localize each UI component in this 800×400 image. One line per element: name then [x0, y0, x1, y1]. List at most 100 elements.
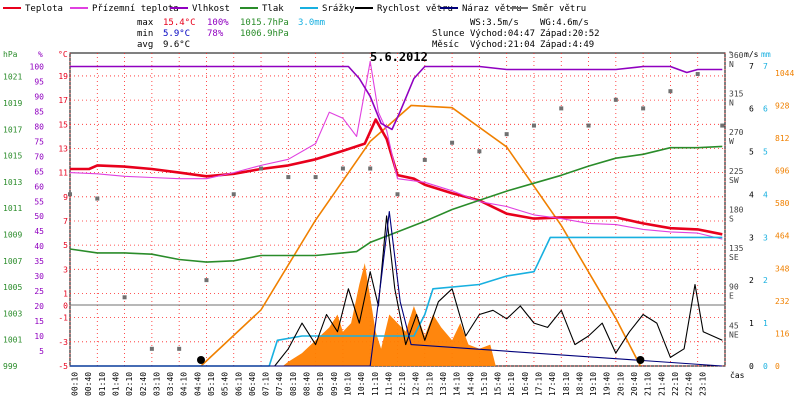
tick-x-21: 10:40 [357, 372, 366, 396]
tick-wm2-3: 348 [775, 264, 790, 273]
tick-dir-7: S [729, 214, 734, 223]
legend-label-4: Srážky [322, 4, 355, 14]
tick-ms-4: 4 [749, 190, 754, 199]
tick-pct-17: 85 [34, 107, 44, 116]
tick-x-42: 21:10 [644, 372, 653, 396]
series-line-5 [70, 215, 723, 367]
series-line-1 [69, 60, 723, 240]
tick-x-34: 17:10 [535, 372, 544, 396]
legend: Teplota Přízemní teplota Vlhkost Tlak Srážky… [3, 4, 586, 14]
tick-ms-7: 7 [749, 62, 754, 71]
tick-dir-6: 180 [729, 205, 744, 214]
tick-x-9: 04:40 [193, 372, 202, 396]
tick-pct-1: 5 [39, 347, 44, 356]
tick-pct-18: 90 [34, 92, 44, 101]
tick-ms-1: 1 [749, 319, 754, 328]
stats-block: max 15.4°C 100% 1015.7hPa 3.0mm min 5.9°… [137, 18, 325, 50]
tick-hpa-8: 1015 [3, 152, 22, 161]
rain-bars-area [282, 263, 496, 366]
tick-dir-3: E [729, 292, 734, 301]
tick-wm2-7: 812 [775, 134, 790, 143]
moon-set: Západ:4:49 [540, 40, 594, 50]
tick-degc-13: 19 [58, 72, 68, 81]
wind-gust-info: WG:4.6m/s [540, 18, 589, 28]
tick-x-44: 22:10 [671, 372, 680, 396]
sun-label: Slunce [432, 29, 465, 39]
tick-x-18: 09:10 [316, 372, 325, 396]
tick-hpa-10: 1019 [3, 99, 22, 108]
tick-x-2: 01:10 [98, 372, 107, 396]
tick-degc-3: 0 [63, 302, 68, 311]
tick-hpa-5: 1009 [3, 230, 22, 239]
solar-line [200, 104, 642, 367]
tick-dir-4: 135 [729, 244, 744, 253]
stats-avg-label: avg [137, 40, 153, 50]
tick-x-27: 13:40 [439, 372, 448, 396]
axis-unit-hpa: hPa [3, 50, 18, 59]
tick-x-16: 08:10 [289, 372, 298, 396]
sunrise-marker [197, 356, 205, 364]
tick-hpa-1: 1001 [3, 336, 22, 345]
stats-avg-temp: 9.6°C [163, 40, 190, 50]
tick-hpa-3: 1005 [3, 283, 22, 292]
tick-hpa-0: 999 [3, 362, 18, 371]
tick-x-29: 14:40 [466, 372, 475, 396]
wind-dir-point-11 [368, 166, 373, 171]
tick-x-30: 15:10 [480, 372, 489, 396]
tick-hpa-7: 1013 [3, 178, 22, 187]
tick-dir-8: 225 [729, 167, 744, 176]
tick-degc-1: -3 [58, 338, 68, 347]
tick-mm-5: 5 [763, 148, 768, 157]
tick-degc-12: 17 [58, 96, 68, 105]
tick-wm2-9: 1044 [775, 69, 794, 78]
tick-wm2-2: 232 [775, 297, 790, 306]
tick-pct-2: 10 [34, 332, 44, 341]
tick-x-15: 07:40 [275, 372, 284, 396]
tick-x-23: 11:40 [384, 372, 393, 396]
tick-x-43: 21:40 [657, 372, 666, 396]
tick-pct-4: 20 [34, 302, 44, 311]
wind-dir-point-4 [177, 346, 182, 351]
tick-degc-5: 3 [63, 265, 68, 274]
chart-marks [68, 60, 725, 367]
wind-dir-point-2 [122, 295, 127, 300]
tick-dir-13: N [729, 99, 734, 108]
tick-dir-9: SW [729, 176, 739, 185]
tick-x-17: 08:40 [303, 372, 312, 396]
tick-x-20: 10:10 [343, 372, 352, 396]
tick-hpa-4: 1007 [3, 257, 22, 266]
tick-pct-13: 65 [34, 167, 44, 176]
legend-label-3: Tlak [262, 4, 284, 14]
tick-dir-1: NE [729, 330, 739, 339]
series-line-4 [70, 236, 723, 367]
grid [69, 53, 726, 367]
series-line-6 [70, 211, 723, 367]
tick-degc-10: 13 [58, 144, 68, 153]
tick-degc-8: 9 [63, 193, 68, 202]
tick-dir-14: 360 [729, 51, 744, 60]
wind-dir-point-14 [450, 140, 455, 145]
tick-x-0: 00:10 [71, 372, 80, 396]
tick-degc-2: -1 [58, 314, 68, 323]
tick-x-36: 18:10 [562, 372, 571, 396]
tick-dir-11: W [729, 137, 734, 146]
wind-dir-point-18 [559, 106, 564, 111]
tick-x-22: 11:10 [371, 372, 380, 396]
sunset-marker [636, 356, 645, 364]
tick-x-38: 19:10 [589, 372, 598, 396]
tick-wm2-8: 928 [775, 101, 790, 110]
sun-rise: Východ:04:47 [470, 29, 535, 39]
tick-wm2-5: 580 [775, 199, 790, 208]
tick-hpa-9: 1017 [3, 125, 22, 134]
wind-dir-point-22 [668, 89, 673, 94]
tick-ms-2: 2 [749, 276, 754, 285]
wind-dir-point-15 [477, 149, 482, 154]
tick-dir-0: 45 [729, 321, 739, 330]
tick-pct-7: 35 [34, 257, 44, 266]
tick-x-26: 13:10 [425, 372, 434, 396]
stats-min-press: 1006.9hPa [240, 29, 289, 39]
tick-x-7: 03:40 [166, 372, 175, 396]
tick-x-8: 04:10 [180, 372, 189, 396]
tick-dir-10: 270 [729, 128, 744, 137]
